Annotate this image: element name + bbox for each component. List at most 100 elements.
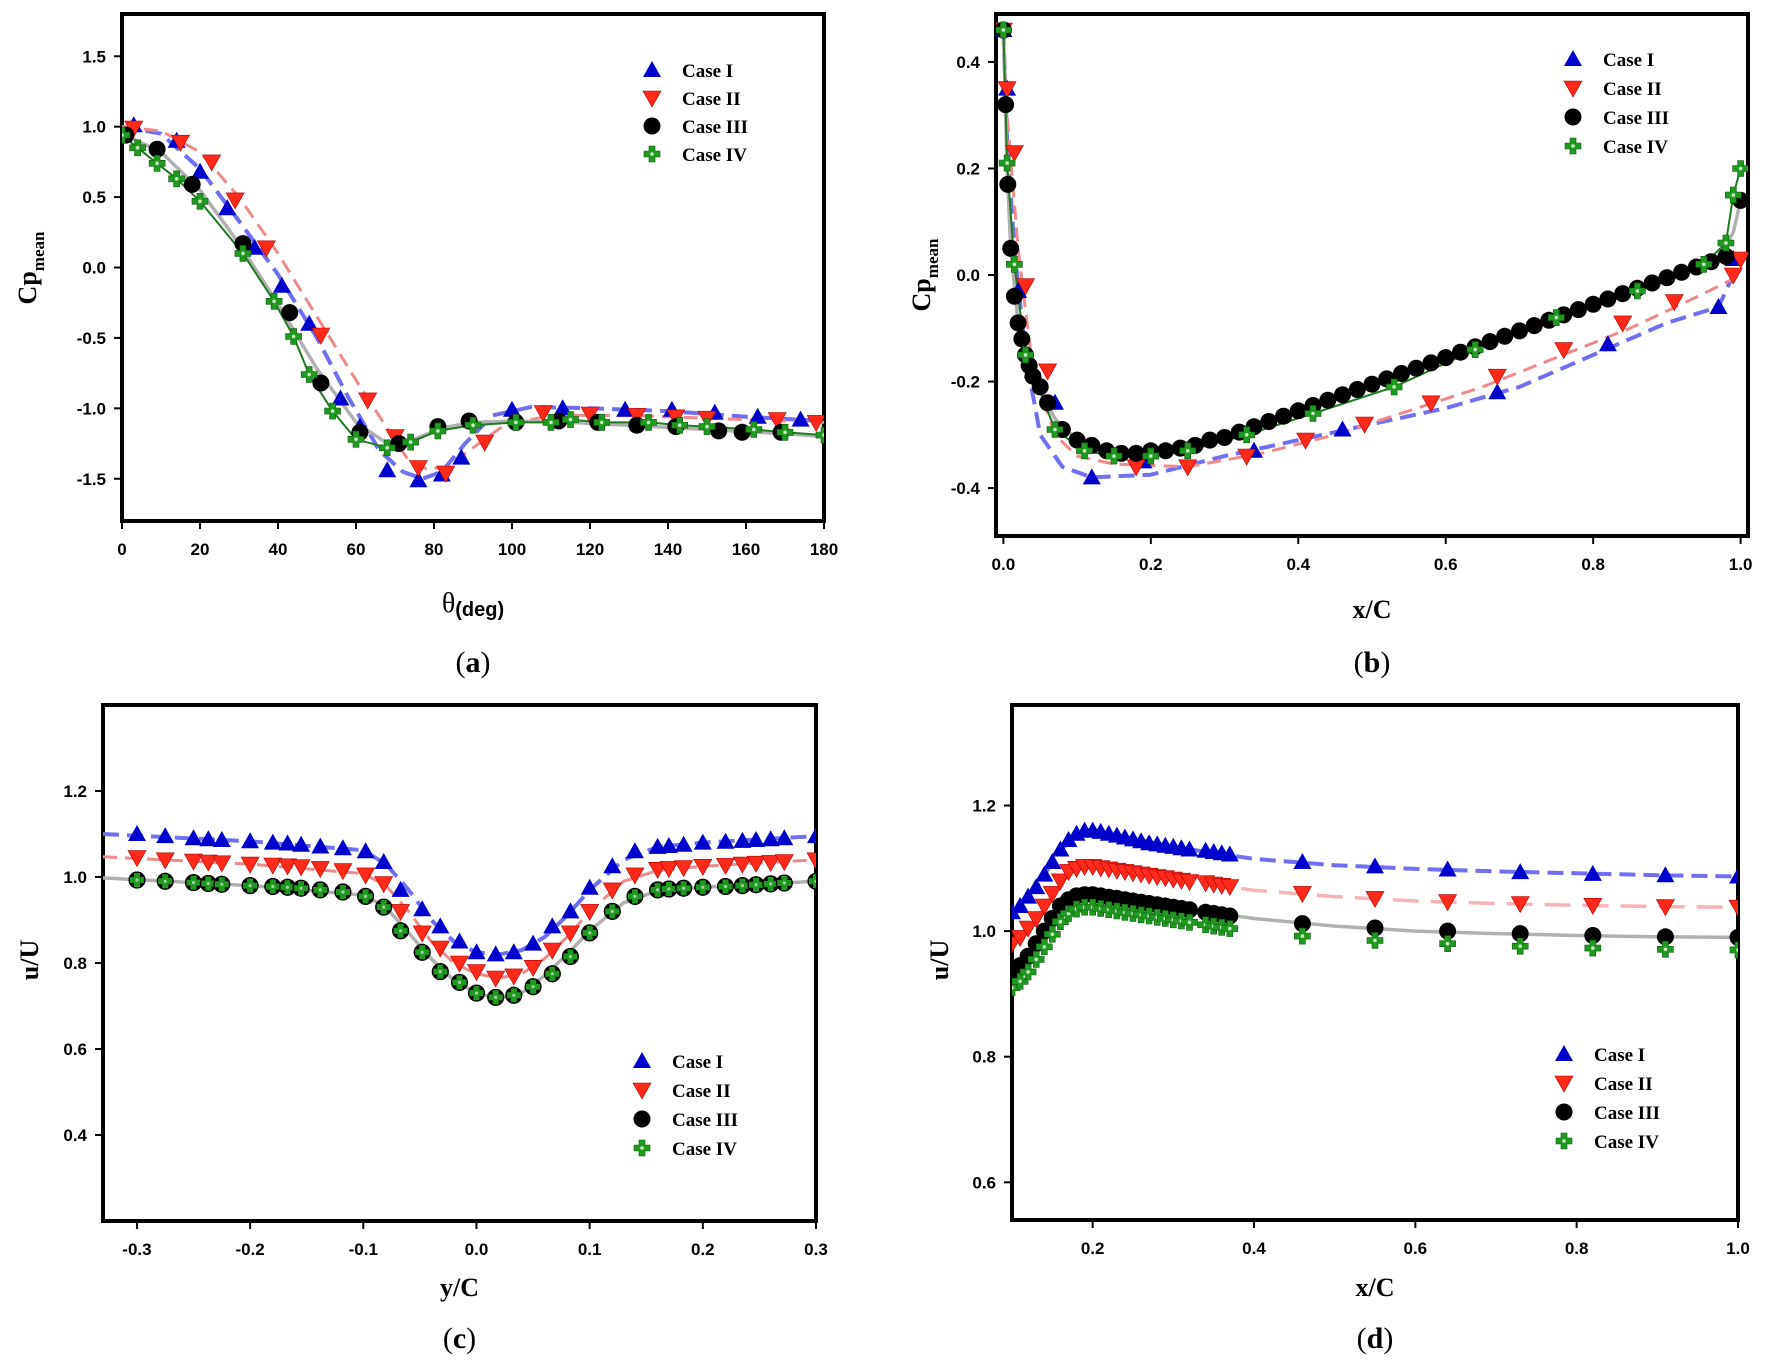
y-tick-label: 0.8 bbox=[63, 954, 87, 973]
x-tick-label: 0.6 bbox=[1404, 1239, 1428, 1258]
data-point bbox=[392, 922, 410, 940]
panel-label: (a) bbox=[456, 646, 491, 679]
legend-label: Case III bbox=[1594, 1103, 1660, 1124]
plot-area bbox=[103, 825, 816, 1006]
y-tick-label: 1.0 bbox=[63, 868, 87, 887]
data-point bbox=[775, 874, 793, 892]
data-point bbox=[357, 887, 375, 905]
data-point bbox=[561, 948, 579, 965]
data-point bbox=[999, 175, 1017, 193]
legend-item-3: Case III bbox=[1555, 1103, 1660, 1124]
x-tick-label: 0.8 bbox=[1581, 555, 1605, 574]
x-tick-label: 0.3 bbox=[804, 1240, 828, 1259]
y-tick-label: 0.8 bbox=[972, 1048, 996, 1067]
legend-item-3: Case III bbox=[643, 117, 748, 138]
data-point bbox=[1366, 932, 1384, 949]
data-point bbox=[1422, 354, 1440, 372]
data-point bbox=[1729, 867, 1738, 884]
legend-label: Case I bbox=[1603, 50, 1654, 71]
data-point bbox=[1673, 263, 1691, 281]
data-point bbox=[1333, 420, 1352, 437]
x-tick-label: 0.6 bbox=[1434, 555, 1458, 574]
legend-label: Case IV bbox=[1594, 1132, 1659, 1153]
data-point bbox=[717, 878, 734, 895]
data-point bbox=[451, 973, 468, 991]
x-axis-label: θ(deg) bbox=[442, 588, 504, 621]
legend-item-3: Case III bbox=[1564, 108, 1669, 129]
data-point bbox=[1665, 294, 1684, 311]
legend-label: Case I bbox=[1594, 1045, 1645, 1066]
data-point bbox=[524, 934, 543, 951]
legend: Case I Case II Case III Case IV bbox=[642, 61, 748, 166]
x-tick-label: 80 bbox=[425, 540, 444, 559]
y-tick-label: -0.2 bbox=[951, 373, 980, 392]
data-point bbox=[694, 878, 712, 896]
data-point bbox=[467, 964, 486, 981]
data-point bbox=[1496, 327, 1514, 345]
legend-marker bbox=[1554, 1075, 1574, 1093]
data-point bbox=[272, 276, 291, 293]
data-point bbox=[1599, 290, 1617, 308]
data-point bbox=[997, 96, 1015, 114]
plot-frame bbox=[1010, 703, 1740, 1222]
data-point bbox=[241, 877, 259, 895]
chart-panel-c: -0.3 -0.2 -0.1 0.0 0.1 0.2 0.3 0.4 0.6 0.8 1.0 1.2 y… bbox=[15, 703, 828, 1355]
data-point bbox=[806, 852, 816, 870]
plot-area bbox=[996, 21, 1748, 485]
legend-marker bbox=[642, 90, 662, 108]
x-tick-label: 0.1 bbox=[578, 1240, 602, 1259]
data-point bbox=[1614, 285, 1632, 303]
legend-marker bbox=[1555, 1132, 1573, 1150]
x-axis-label: x/C bbox=[1353, 595, 1392, 624]
data-point bbox=[1481, 333, 1499, 351]
legend-marker bbox=[1555, 1045, 1573, 1061]
data-point bbox=[807, 827, 816, 844]
legend-item-1: Case I bbox=[643, 61, 733, 82]
x-tick-label: 1.0 bbox=[1726, 1239, 1750, 1258]
data-point bbox=[213, 875, 231, 893]
data-point bbox=[1709, 298, 1728, 314]
data-point bbox=[1407, 359, 1425, 377]
data-point bbox=[356, 842, 375, 859]
legend-item-1: Case I bbox=[1564, 50, 1654, 71]
data-point bbox=[807, 872, 816, 890]
y-tick-label: 0.6 bbox=[972, 1173, 996, 1192]
data-point bbox=[626, 887, 644, 905]
y-tick-label: 1.2 bbox=[972, 796, 996, 815]
series-line-3 bbox=[122, 132, 824, 446]
x-tick-label: 0.0 bbox=[465, 1240, 489, 1259]
x-tick-label: 140 bbox=[654, 540, 682, 559]
legend: Case I Case II Case III Case IV bbox=[1554, 1045, 1660, 1153]
data-point bbox=[1728, 899, 1738, 917]
x-tick-label: -0.2 bbox=[235, 1240, 264, 1259]
data-point bbox=[505, 986, 523, 1004]
x-tick-label: 0.2 bbox=[1139, 555, 1163, 574]
legend-marker bbox=[1564, 50, 1582, 66]
data-point bbox=[334, 883, 352, 901]
x-tick-label: 160 bbox=[732, 540, 760, 559]
legend-item-4: Case IV bbox=[1564, 137, 1668, 158]
legend-label: Case IV bbox=[672, 1139, 737, 1160]
data-point bbox=[675, 879, 693, 897]
data-point bbox=[1363, 375, 1381, 393]
y-tick-label: 0.2 bbox=[956, 159, 980, 178]
data-point bbox=[1348, 381, 1366, 398]
data-point bbox=[603, 902, 621, 920]
legend-item-4: Case IV bbox=[1555, 1132, 1659, 1153]
data-point bbox=[1511, 937, 1529, 955]
data-point bbox=[1005, 287, 1023, 305]
data-point bbox=[543, 965, 561, 983]
data-point bbox=[625, 842, 644, 859]
x-tick-label: 0.2 bbox=[691, 1240, 715, 1259]
data-point bbox=[1334, 386, 1351, 404]
legend-item-1: Case I bbox=[1555, 1045, 1645, 1066]
y-tick-label: 0.4 bbox=[956, 53, 980, 72]
y-tick-label: 1.0 bbox=[972, 922, 996, 941]
legend-item-1: Case I bbox=[633, 1052, 723, 1073]
data-point bbox=[183, 175, 201, 193]
y-tick-label: 1.5 bbox=[82, 47, 106, 66]
data-point bbox=[1013, 330, 1031, 348]
legend: Case I Case II Case III Case IV bbox=[632, 1052, 738, 1160]
data-point bbox=[1584, 939, 1602, 957]
